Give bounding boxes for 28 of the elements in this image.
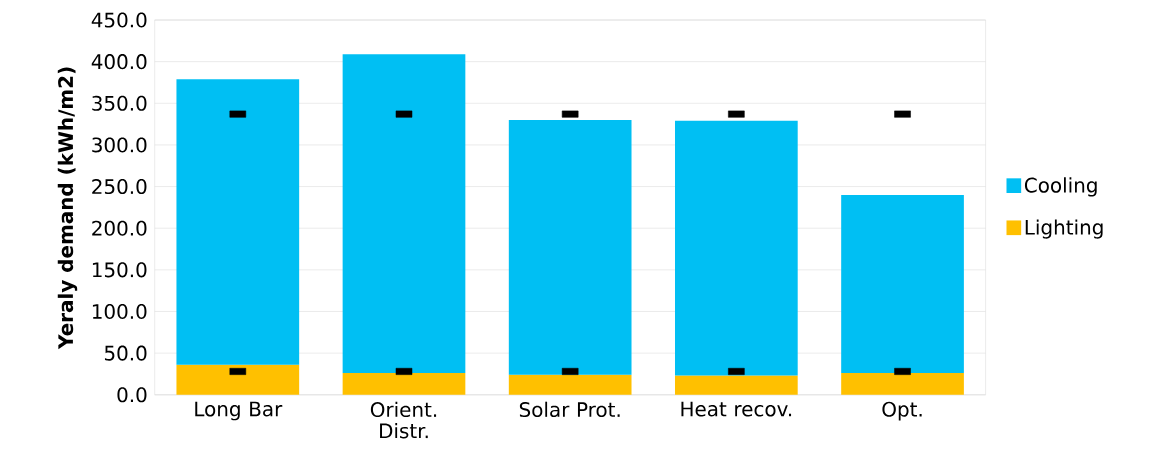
x-tick-label: Solar Prot. bbox=[519, 401, 620, 418]
y-tick-label: 0.0 bbox=[117, 387, 147, 403]
y-tick-label: 350.0 bbox=[92, 95, 147, 111]
bar bbox=[675, 375, 798, 395]
x-tick-label: Heat recov. bbox=[681, 401, 792, 417]
bar bbox=[342, 373, 466, 395]
x-tick-label: Long Bar bbox=[195, 401, 283, 421]
y-tick-label: 50.0 bbox=[104, 345, 147, 361]
bar bbox=[342, 54, 466, 374]
y-tick-label: 100.0 bbox=[92, 304, 147, 320]
bar bbox=[508, 120, 632, 375]
y-tick-label: 200.0 bbox=[92, 220, 147, 236]
bar bbox=[675, 120, 798, 376]
x-tick-label: Orient. Distr. bbox=[370, 401, 437, 439]
bar bbox=[841, 194, 964, 374]
y-tick-label: 250.0 bbox=[92, 179, 147, 195]
bar bbox=[841, 373, 964, 395]
bar bbox=[508, 374, 632, 395]
y-tick-label: 150.0 bbox=[92, 262, 147, 278]
x-tick-label: Opt. bbox=[882, 401, 922, 421]
y-tick-label: 300.0 bbox=[92, 137, 147, 153]
legend-label: Cooling bbox=[1024, 177, 1097, 197]
y-tick-label: 450.0 bbox=[91, 12, 147, 28]
legend-label: Lighting bbox=[1025, 219, 1103, 239]
bar bbox=[176, 364, 300, 395]
bar bbox=[176, 79, 300, 365]
y-axis-title: Yeraly demand (kWh/m2) bbox=[57, 67, 78, 350]
y-tick-label: 400.0 bbox=[91, 54, 147, 70]
